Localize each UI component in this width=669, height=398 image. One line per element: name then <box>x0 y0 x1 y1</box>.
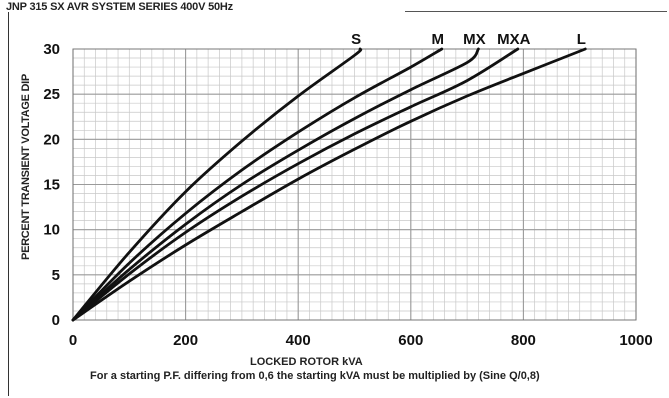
y-tick-label: 15 <box>43 177 60 194</box>
series-label-s: S <box>351 31 361 48</box>
y-tick-label: 30 <box>43 41 60 58</box>
y-tick-label: 5 <box>52 267 60 284</box>
axes <box>72 48 637 321</box>
chart-frame-line <box>8 12 9 396</box>
series-label-m: M <box>432 31 445 48</box>
y-tick-label: 0 <box>52 312 60 329</box>
series-label-mx: MX <box>463 31 486 48</box>
series-line-s <box>71 47 363 322</box>
x-tick-label: 200 <box>173 332 198 349</box>
series-label-mxa: MXA <box>497 31 531 48</box>
x-tick-label: 600 <box>398 332 423 349</box>
series-line-mxa <box>71 47 520 322</box>
plot-border <box>72 48 637 321</box>
y-tick-label: 10 <box>43 222 60 239</box>
series-line-m <box>71 47 444 322</box>
chart-title: JNP 315 SX AVR SYSTEM SERIES 400V 50Hz <box>6 1 233 13</box>
chart-note: For a starting P.F. differing from 0,6 t… <box>90 370 540 382</box>
x-axis-label: LOCKED ROTOR kVA <box>250 356 363 368</box>
grid <box>72 48 637 321</box>
x-tick-label: 400 <box>286 332 311 349</box>
series-lines <box>71 47 587 322</box>
x-tick-label: 800 <box>511 332 536 349</box>
series-line-mx <box>71 47 480 322</box>
y-tick-label: 25 <box>43 86 60 103</box>
series-label-l: L <box>577 31 586 48</box>
x-tick-label: 0 <box>69 332 77 349</box>
top-rule <box>405 11 667 12</box>
tick-labels: 0 200 400 600 800 1000 0 5 10 15 20 25 30 S M MX MXA L <box>43 31 652 349</box>
x-tick-label: 1000 <box>619 332 652 349</box>
series-line-l <box>71 47 587 322</box>
y-axis-label: PERCENT TRANSIENT VOLTAGE DIP <box>20 74 32 260</box>
y-tick-label: 20 <box>43 131 60 148</box>
